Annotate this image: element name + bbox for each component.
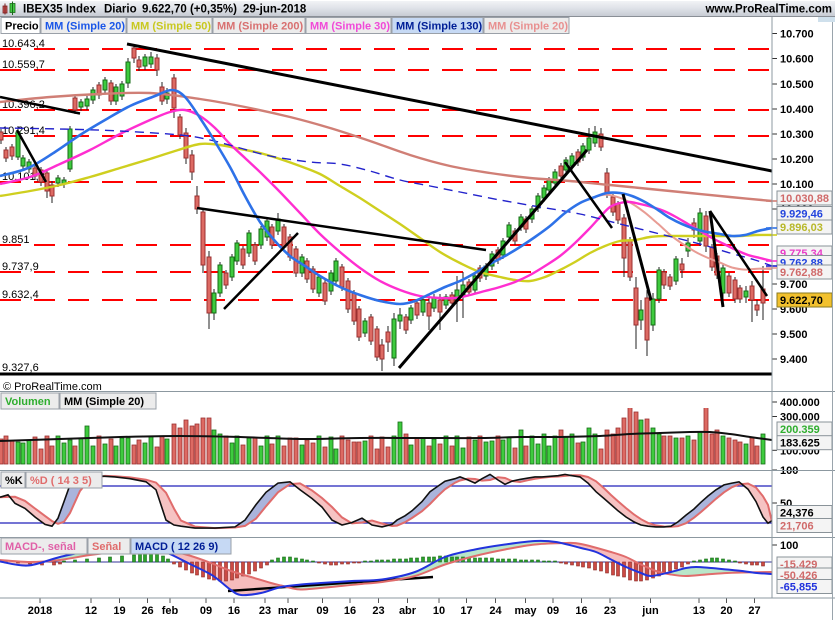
svg-text:400.000: 400.000 xyxy=(780,397,820,409)
svg-text:Señal: Señal xyxy=(92,541,121,553)
svg-text:23: 23 xyxy=(372,605,384,617)
svg-text:16: 16 xyxy=(344,605,356,617)
svg-text:29-jun-2018: 29-jun-2018 xyxy=(243,4,307,16)
svg-text:10.500: 10.500 xyxy=(780,79,814,91)
svg-text:9.632,4: 9.632,4 xyxy=(2,289,39,301)
svg-text:16: 16 xyxy=(575,605,587,617)
svg-text:100: 100 xyxy=(780,540,798,552)
svg-text:MM (Simple 30): MM (Simple 30) xyxy=(310,21,390,33)
svg-text:9.400: 9.400 xyxy=(780,354,808,366)
svg-text:24: 24 xyxy=(489,605,502,617)
svg-text:2018: 2018 xyxy=(28,605,52,617)
svg-text:www.ProRealTime.com: www.ProRealTime.com xyxy=(704,4,832,16)
svg-text:MM (Simple 20): MM (Simple 20) xyxy=(488,21,568,33)
svg-text:9.929,46: 9.929,46 xyxy=(780,209,823,221)
svg-text:Volumen: Volumen xyxy=(5,396,51,408)
svg-text:10.291,4: 10.291,4 xyxy=(2,125,45,137)
svg-text:200.359: 200.359 xyxy=(780,424,820,436)
svg-text:23: 23 xyxy=(259,605,271,617)
svg-text:23: 23 xyxy=(604,605,616,617)
svg-text:%D ( 14 3 5): %D ( 14 3 5) xyxy=(30,475,92,487)
svg-text:183.625: 183.625 xyxy=(780,438,820,450)
svg-text:9.896,03: 9.896,03 xyxy=(780,222,823,234)
svg-text:10.300: 10.300 xyxy=(780,129,814,141)
svg-text:10.100: 10.100 xyxy=(780,179,814,191)
svg-text:may: may xyxy=(514,605,537,617)
svg-text:24,376: 24,376 xyxy=(780,508,814,520)
svg-text:MM (Simple 20): MM (Simple 20) xyxy=(45,21,125,33)
svg-text:9.700: 9.700 xyxy=(780,279,808,291)
svg-text:%K: %K xyxy=(5,475,23,487)
svg-text:16: 16 xyxy=(228,605,240,617)
svg-text:13: 13 xyxy=(693,605,705,617)
svg-text:10: 10 xyxy=(433,605,445,617)
svg-text:feb: feb xyxy=(162,605,179,617)
svg-text:19: 19 xyxy=(113,605,125,617)
svg-text:12: 12 xyxy=(85,605,97,617)
svg-text:MM (Simple 20): MM (Simple 20) xyxy=(64,396,144,408)
svg-text:09: 09 xyxy=(200,605,212,617)
svg-text:10.396,2: 10.396,2 xyxy=(2,99,45,111)
svg-text:09: 09 xyxy=(547,605,559,617)
svg-text:MM (Simple 200): MM (Simple 200) xyxy=(217,21,304,33)
svg-text:20: 20 xyxy=(720,605,732,617)
svg-text:9.327,6: 9.327,6 xyxy=(2,362,39,374)
svg-text:IBEX35 Index: IBEX35 Index xyxy=(23,4,96,16)
svg-text:21,706: 21,706 xyxy=(780,521,814,533)
svg-text:Precio: Precio xyxy=(5,21,39,33)
svg-text:10.200: 10.200 xyxy=(780,154,814,166)
svg-text:MACD-, señal: MACD-, señal xyxy=(5,541,76,553)
svg-text:09: 09 xyxy=(316,605,328,617)
svg-text:26: 26 xyxy=(141,605,153,617)
svg-text:MM (Simple 130): MM (Simple 130) xyxy=(396,21,483,33)
svg-text:-65,855: -65,855 xyxy=(780,582,817,594)
svg-text:mar: mar xyxy=(278,605,299,617)
svg-text:27: 27 xyxy=(748,605,760,617)
svg-text:9.622,70 (+0,35%): 9.622,70 (+0,35%) xyxy=(142,4,237,16)
svg-text:MACD ( 12 26 9): MACD ( 12 26 9) xyxy=(135,541,218,553)
svg-text:jun: jun xyxy=(641,605,659,617)
svg-text:9.851: 9.851 xyxy=(2,234,30,246)
svg-text:© ProRealTime.com: © ProRealTime.com xyxy=(3,381,102,393)
svg-text:9.622,70: 9.622,70 xyxy=(780,295,823,307)
svg-text:10.643,4: 10.643,4 xyxy=(2,38,45,50)
svg-text:10.559,7: 10.559,7 xyxy=(2,59,45,71)
svg-text:10.700: 10.700 xyxy=(780,29,814,41)
svg-text:9.737,9: 9.737,9 xyxy=(2,261,39,273)
svg-text:MM (Simple 50): MM (Simple 50) xyxy=(131,21,211,33)
svg-text:abr: abr xyxy=(399,605,417,617)
svg-text:10.600: 10.600 xyxy=(780,54,814,66)
svg-text:300.000: 300.000 xyxy=(780,412,820,424)
svg-text:9.500: 9.500 xyxy=(780,329,808,341)
svg-text:10.030,88: 10.030,88 xyxy=(780,193,829,205)
svg-text:9.762,88: 9.762,88 xyxy=(780,267,823,279)
svg-text:10.400: 10.400 xyxy=(780,104,814,116)
svg-text:17: 17 xyxy=(460,605,472,617)
svg-text:Diario: Diario xyxy=(104,4,137,16)
